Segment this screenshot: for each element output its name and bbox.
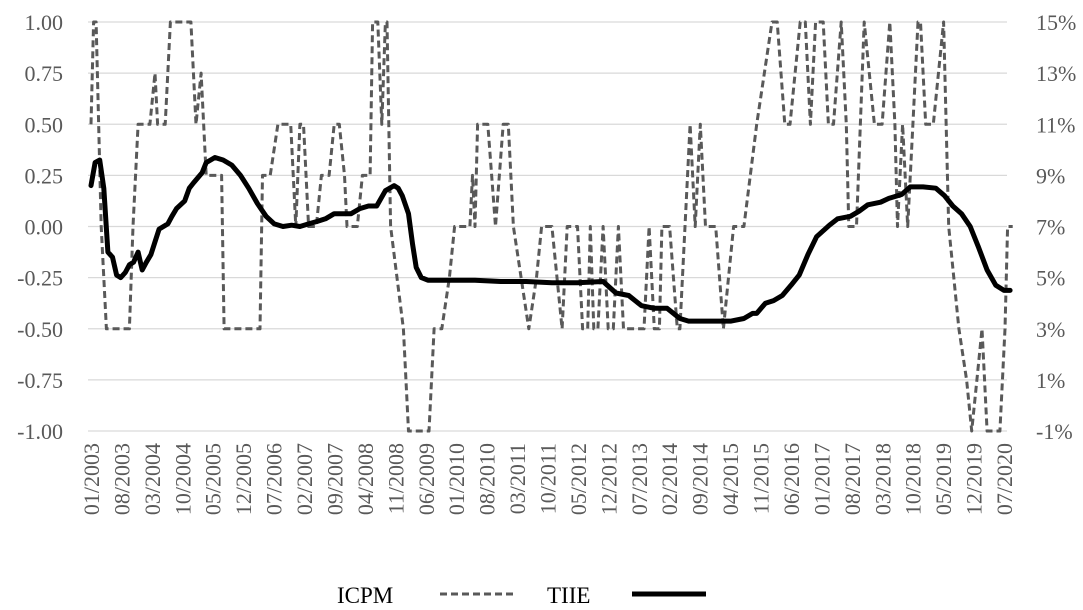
y-left-tick-label: 0.50 (25, 112, 64, 137)
x-tick-label: 05/2019 (931, 443, 956, 515)
x-tick-label: 12/2012 (596, 443, 621, 515)
y-right-tick-label: 13% (1036, 61, 1076, 86)
x-tick-label: 09/2014 (688, 443, 713, 515)
y-left-tick-label: -1.00 (17, 419, 63, 444)
series-line-icpm (89, 20, 1013, 433)
x-tick-label: 01/2017 (809, 443, 834, 515)
x-tick-label: 04/2008 (353, 443, 378, 515)
x-tick-label: 05/2005 (201, 443, 226, 515)
legend-label-tiie: TIIE (547, 583, 590, 608)
y-right-tick-label: 7% (1036, 215, 1065, 240)
y-left-tick-label: -0.50 (17, 317, 63, 342)
x-tick-label: 10/2011 (536, 443, 561, 514)
legend: ICPM TIIE (337, 583, 706, 608)
y-right-tick-label: -1% (1036, 419, 1073, 444)
x-tick-label: 09/2007 (322, 443, 347, 515)
x-tick-label: 02/2007 (292, 443, 317, 515)
x-tick-label: 06/2016 (779, 443, 804, 515)
x-tick-label: 03/2018 (870, 443, 895, 515)
x-tick-label: 07/2020 (992, 443, 1017, 515)
y-left-tick-label: -0.25 (17, 266, 63, 291)
x-tick-label: 10/2004 (170, 443, 195, 515)
x-axis: 01/2003 08/2003 03/2004 10/2004 05/2005 12/20… (79, 443, 1017, 515)
x-tick-label: 12/2005 (231, 443, 256, 515)
y-right-tick-label: 15% (1036, 10, 1076, 35)
y-right-tick-label: 9% (1036, 163, 1065, 188)
y-left-tick-label: 1.00 (25, 10, 64, 35)
y-right-tick-label: 1% (1036, 368, 1065, 393)
left-y-axis: 1.00 0.75 0.50 0.25 0.00 -0.25 -0.50 -0.75 -1.00 (17, 10, 63, 444)
x-tick-label: 08/2010 (475, 443, 500, 515)
x-tick-label: 01/2010 (444, 443, 469, 515)
series-line-tiie (88, 155, 1013, 324)
x-tick-label: 11/2008 (383, 443, 408, 514)
y-right-tick-label: 3% (1036, 317, 1065, 342)
x-tick-label: 01/2003 (79, 443, 104, 515)
y-left-tick-label: -0.75 (17, 368, 63, 393)
y-left-tick-label: 0.25 (25, 163, 64, 188)
right-y-axis: 15% 13% 11% 9% 7% 5% 3% 1% -1% (1036, 10, 1076, 444)
x-tick-label: 05/2012 (566, 443, 591, 515)
x-tick-label: 06/2009 (414, 443, 439, 515)
x-tick-label: 11/2015 (749, 443, 774, 514)
y-right-tick-label: 5% (1036, 266, 1065, 291)
series-layer (88, 20, 1013, 433)
x-tick-label: 03/2011 (505, 443, 530, 514)
legend-label-icpm: ICPM (337, 583, 393, 608)
x-tick-label: 07/2013 (627, 443, 652, 515)
x-tick-label: 03/2004 (140, 443, 165, 515)
x-tick-label: 08/2017 (840, 443, 865, 515)
x-tick-label: 02/2014 (657, 443, 682, 515)
y-left-tick-label: 0.75 (25, 61, 64, 86)
x-tick-label: 12/2019 (962, 443, 987, 515)
x-tick-label: 10/2018 (901, 443, 926, 515)
x-tick-label: 04/2015 (718, 443, 743, 515)
x-tick-label: 07/2006 (262, 443, 287, 515)
y-left-tick-label: 0.00 (25, 215, 64, 240)
y-right-tick-label: 11% (1036, 112, 1076, 137)
x-tick-label: 08/2003 (109, 443, 134, 515)
